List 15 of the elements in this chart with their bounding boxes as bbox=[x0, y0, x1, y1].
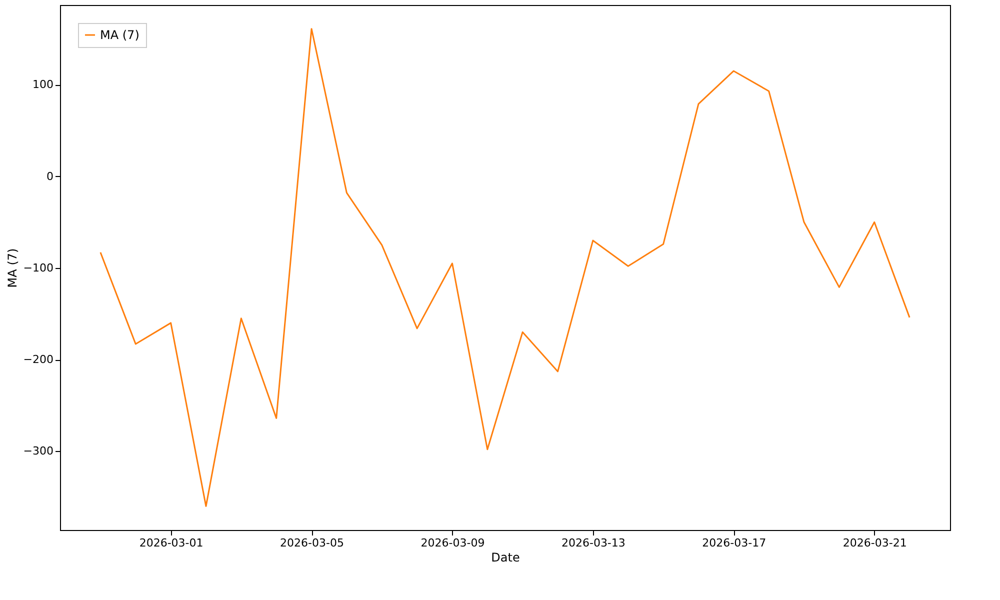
x-tick-label: 2026-03-09 bbox=[420, 536, 485, 550]
x-tick-label: 2026-03-01 bbox=[139, 536, 204, 550]
x-axis-title: Date bbox=[491, 550, 520, 564]
x-tick-label: 2026-03-05 bbox=[280, 536, 344, 550]
y-axis-title: MA (7) bbox=[5, 248, 20, 288]
y-tick-label: 0 bbox=[46, 170, 54, 183]
legend-label: MA (7) bbox=[100, 28, 140, 42]
x-tick-label: 2026-03-13 bbox=[561, 536, 626, 550]
y-tick-label: −200 bbox=[23, 353, 54, 366]
y-tick-label: −100 bbox=[23, 261, 54, 274]
y-tick-label: 100 bbox=[32, 78, 54, 92]
x-tick-label: 2026-03-21 bbox=[842, 536, 907, 550]
line-series bbox=[100, 28, 910, 507]
x-tick-label: 2026-03-17 bbox=[702, 536, 766, 550]
y-tick-label: −300 bbox=[23, 444, 54, 458]
